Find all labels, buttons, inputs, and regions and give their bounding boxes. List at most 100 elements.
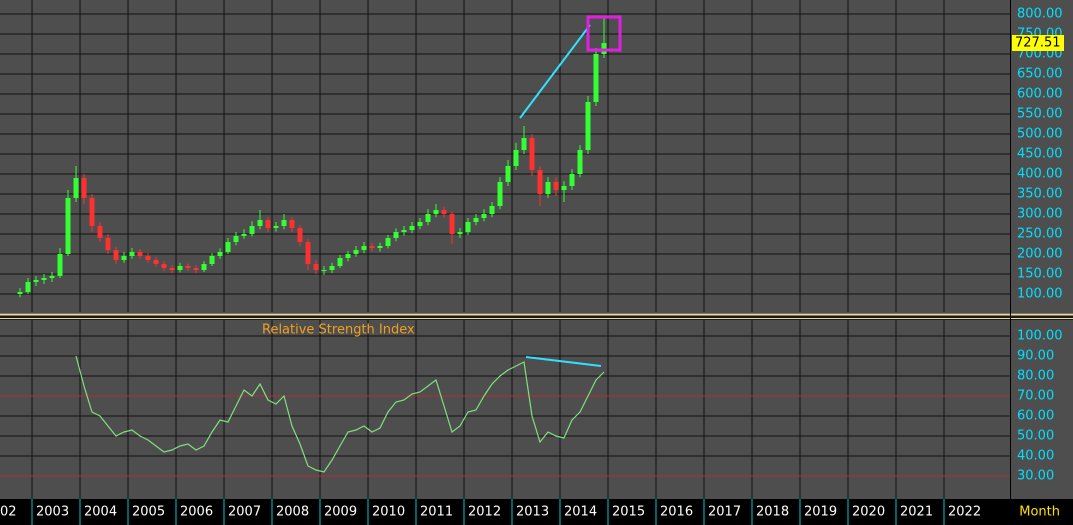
marks: 727.51	[17, 18, 1064, 473]
rsi-line	[75, 355, 605, 473]
x-tick-label: 02	[0, 505, 17, 520]
y-tick-label: 60.00	[1017, 409, 1054, 424]
candle-body	[57, 254, 63, 276]
candle-body	[145, 256, 151, 260]
candle-body	[41, 278, 47, 280]
candle-body	[249, 226, 255, 234]
candle-body	[321, 270, 327, 271]
panel-divider	[0, 313, 1073, 320]
candle-body	[401, 230, 407, 232]
candle-body	[505, 166, 511, 182]
x-tick-label: 2018	[756, 505, 789, 520]
y-tick-label: 50.00	[1017, 429, 1054, 444]
y-tick-label: 250.00	[1017, 227, 1063, 242]
candle-body	[529, 138, 535, 170]
candle-body	[153, 260, 159, 264]
y-tick-label: 80.00	[1017, 369, 1054, 384]
x-axis-label: Month	[1019, 505, 1060, 520]
x-axis-strip	[0, 499, 1073, 525]
candle-body	[233, 236, 239, 242]
y-tick-label: 150.00	[1017, 267, 1063, 282]
y-tick-label: 200.00	[1017, 247, 1063, 262]
y-tick-label: 100.00	[1017, 329, 1063, 344]
x-tick-label: 2012	[468, 505, 501, 520]
candle-body	[105, 238, 111, 250]
candle-body	[33, 280, 39, 282]
candle-body	[97, 226, 103, 238]
candle-body	[353, 250, 359, 254]
candle-body	[329, 266, 335, 270]
candle-body	[273, 226, 279, 228]
candle-body	[569, 174, 575, 186]
candle-body	[25, 282, 31, 292]
candle-body	[593, 54, 599, 102]
candle-body	[225, 242, 231, 252]
x-tick-label: 2017	[708, 505, 741, 520]
rsi-title: Relative Strength Index	[262, 323, 415, 338]
candle-body	[473, 218, 479, 222]
y-tick-label: 90.00	[1017, 349, 1054, 364]
candle-body	[385, 238, 391, 246]
x-tick-label: 2013	[516, 505, 549, 520]
x-tick-label: 2019	[804, 505, 837, 520]
candle-body	[113, 250, 119, 260]
candle-body	[601, 42, 607, 54]
y-tick-label: 70.00	[1017, 389, 1054, 404]
candle-body	[89, 198, 95, 226]
y-tick-label: 40.00	[1017, 449, 1054, 464]
candle-body	[177, 266, 183, 270]
y-tick-label: 100.00	[1017, 287, 1063, 302]
candle-body	[313, 264, 319, 270]
candle-body	[545, 182, 551, 194]
candle-body	[553, 182, 559, 190]
x-tick-label: 2008	[276, 505, 309, 520]
candle-body	[441, 210, 447, 214]
rsi-panel	[0, 320, 1073, 499]
y-tick-label: 800.00	[1017, 7, 1063, 22]
candle-body	[585, 102, 591, 150]
candle-body	[217, 252, 223, 256]
candle-body	[337, 258, 343, 266]
candle-body	[161, 264, 167, 268]
candle-body	[409, 226, 415, 230]
candle-body	[521, 138, 527, 150]
trend-line	[519, 24, 591, 119]
x-tick-label: 2016	[660, 505, 693, 520]
x-tick-label: 2020	[852, 505, 885, 520]
price-panel	[0, 0, 1073, 313]
candle-body	[305, 242, 311, 264]
candle-body	[81, 178, 87, 198]
x-tick-label: 2015	[612, 505, 645, 520]
x-tick-label: 2006	[180, 505, 213, 520]
y-tick-label: 600.00	[1017, 87, 1063, 102]
candle-body	[257, 220, 263, 226]
candle-body	[425, 214, 431, 222]
y-tick-label: 400.00	[1017, 167, 1063, 182]
candle-body	[465, 222, 471, 232]
candle-body	[369, 246, 375, 248]
candle-body	[265, 220, 271, 228]
candle-body	[497, 182, 503, 206]
x-tick-label: 2011	[420, 505, 453, 520]
candle-body	[345, 254, 351, 258]
candle-body	[481, 214, 487, 218]
candle-body	[185, 266, 191, 268]
y-tick-label: 650.00	[1017, 67, 1063, 82]
candle-body	[361, 246, 367, 250]
candle-body	[121, 256, 127, 260]
candle-body	[417, 222, 423, 226]
last-price-label: 727.51	[1015, 35, 1061, 50]
candle-body	[137, 252, 143, 256]
last-price-box	[1012, 34, 1064, 51]
candle-body	[209, 256, 215, 264]
y-tick-label: 30.00	[1017, 469, 1054, 484]
rsi-trend-line	[525, 356, 602, 367]
y-tick-label: 500.00	[1017, 127, 1063, 142]
candle-body	[169, 268, 175, 270]
candle-body	[513, 150, 519, 166]
y-tick-label: 550.00	[1017, 107, 1063, 122]
candle-body	[193, 268, 199, 270]
x-tick-label: 2009	[324, 505, 357, 520]
